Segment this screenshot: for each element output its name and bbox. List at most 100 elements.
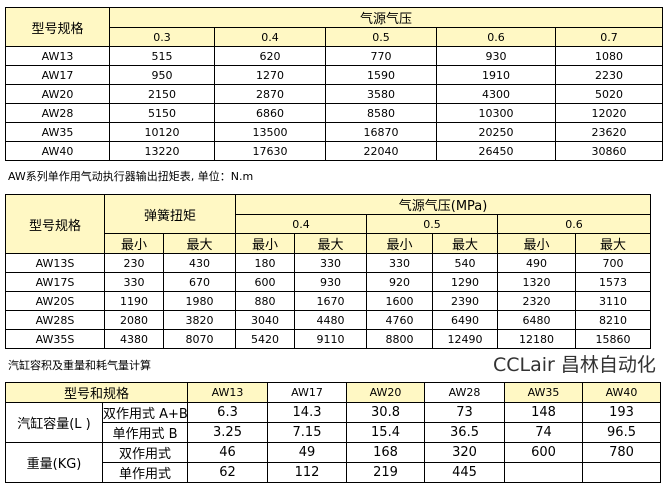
- table-cell: 930: [294, 272, 368, 292]
- table-cell: 3580: [325, 84, 437, 104]
- model-cell: AW13S: [5, 253, 105, 273]
- table-cell: 2870: [214, 84, 326, 104]
- weight-label: 重量(KG): [5, 442, 103, 483]
- table-cell: 770: [325, 46, 437, 66]
- table-cell: 49: [267, 442, 348, 463]
- table-cell: 430: [162, 253, 237, 273]
- table-cell: 490: [497, 253, 577, 273]
- table-row: AW40 13220 17630 22040 26450 30860: [5, 141, 664, 161]
- table-cell: 62: [187, 462, 269, 483]
- double-acting-ab-label: 双作用式 A+B: [101, 402, 189, 423]
- pressure-header: 气源气压: [108, 7, 664, 28]
- table-cell: 4760: [366, 310, 434, 330]
- pressure-value: 0.7: [554, 27, 664, 47]
- torque-table-double: 型号规格 气源气压 0.3 0.4 0.5 0.6 0.7 AW13 515 620…: [5, 7, 664, 161]
- pressure-value: 0.4: [235, 214, 368, 234]
- table-cell: 515: [109, 46, 215, 66]
- table-cell: 6860: [214, 103, 326, 123]
- max-header: 最大: [162, 233, 237, 254]
- table-cell: 1190: [104, 291, 164, 311]
- torque-table-single: 型号规格 弹簧扭矩 气源气压(MPa) 0.4 0.5 0.6 最小 最大 最小 最大…: [5, 194, 652, 349]
- table-cell: 20250: [436, 122, 556, 142]
- table-cell: 2390: [432, 291, 499, 311]
- table-cell: 320: [424, 442, 506, 463]
- table-cell: 148: [504, 402, 584, 423]
- max-header: 最大: [294, 233, 368, 254]
- table-cell: 180: [235, 253, 296, 273]
- table-cell: 330: [104, 272, 164, 292]
- table-cell: 5020: [554, 84, 664, 104]
- table-cell: 3040: [235, 310, 296, 330]
- table-cell: 12180: [497, 329, 577, 349]
- model-header-cell: AW20: [346, 382, 426, 403]
- spring-torque-header: 弹簧扭矩: [103, 194, 237, 234]
- table-cell: 13220: [109, 141, 215, 161]
- table-row: AW28S 2080 3820 3040 4480 4760 6490 6480 8210: [5, 310, 652, 330]
- table-cell: 15.4: [346, 422, 426, 443]
- table-cell: 1080: [554, 46, 664, 66]
- table-cell: 112: [267, 462, 348, 483]
- table-cell: 6.3: [187, 402, 269, 423]
- table-cell: 1600: [366, 291, 434, 311]
- table-cell: 920: [366, 272, 434, 292]
- table-cell: 600: [504, 442, 584, 463]
- model-cell: AW13: [5, 46, 110, 66]
- table-cell: 3.25: [187, 422, 269, 443]
- table-cell: 23620: [554, 122, 664, 142]
- table-cell: 1290: [432, 272, 499, 292]
- pressure-value: 0.4: [214, 27, 326, 47]
- table-cell: 46: [187, 442, 269, 463]
- table-cell: 8580: [325, 103, 437, 123]
- table-cell: 4380: [104, 329, 164, 349]
- table-cell: 1573: [575, 272, 652, 292]
- table-cell: 445: [424, 462, 506, 483]
- table-cell: 13500: [214, 122, 326, 142]
- table-cell: 2230: [554, 65, 664, 85]
- model-cell: AW20: [5, 84, 110, 104]
- min-header: 最小: [104, 233, 164, 254]
- model-cell: AW17S: [5, 272, 105, 292]
- table-cell: 30860: [554, 141, 664, 161]
- table-cell: 22040: [325, 141, 437, 161]
- table-cell: 14.3: [267, 402, 348, 423]
- table-cell: 193: [582, 402, 662, 423]
- volume-label: 汽缸容量(L ): [5, 402, 103, 443]
- model-header-cell: AW17: [267, 382, 348, 403]
- table-cell: 8210: [575, 310, 652, 330]
- caption-single-acting: AW系列单作用气动执行器输出扭矩表, 单位：N.m: [8, 170, 254, 183]
- table-cell: 5420: [235, 329, 296, 349]
- table-cell: 3110: [575, 291, 652, 311]
- single-acting-b-label: 单作用式 B: [101, 422, 189, 443]
- pressure-value: 0.3: [109, 27, 215, 47]
- table-cell: 74: [504, 422, 584, 443]
- table-cell: 26450: [436, 141, 556, 161]
- table-cell: 4300: [436, 84, 556, 104]
- table-cell: 9110: [294, 329, 368, 349]
- table-row: AW28 5150 6860 8580 10300 12020: [5, 103, 664, 123]
- table-cell: 1590: [325, 65, 437, 85]
- table-cell: 620: [214, 46, 326, 66]
- model-cell: AW40: [5, 141, 110, 161]
- double-acting-label: 双作用式: [101, 442, 189, 463]
- table-cell: 6490: [432, 310, 499, 330]
- table-cell: 1910: [436, 65, 556, 85]
- table-cell: 780: [582, 442, 662, 463]
- table-cell: 880: [235, 291, 296, 311]
- table-cell: 1270: [214, 65, 326, 85]
- table-cell: 670: [162, 272, 237, 292]
- table-cell: 4480: [294, 310, 368, 330]
- pressure-value: 0.6: [497, 214, 652, 234]
- watermark-logo: CCLair 昌林自动化: [493, 354, 656, 376]
- table-cell: 96.5: [582, 422, 662, 443]
- table-row: AW20 2150 2870 3580 4300 5020: [5, 84, 664, 104]
- table-cell: 5150: [109, 103, 215, 123]
- model-cell: AW28S: [5, 310, 105, 330]
- model-header-cell: AW13: [187, 382, 269, 403]
- table-row: AW13 515 620 770 930 1080: [5, 46, 664, 66]
- table-row: AW17 950 1270 1590 1910 2230: [5, 65, 664, 85]
- model-header: 型号规格: [5, 194, 105, 254]
- table-cell: 1670: [294, 291, 368, 311]
- table-cell: 10300: [436, 103, 556, 123]
- table-cell: 930: [436, 46, 556, 66]
- table-cell: 950: [109, 65, 215, 85]
